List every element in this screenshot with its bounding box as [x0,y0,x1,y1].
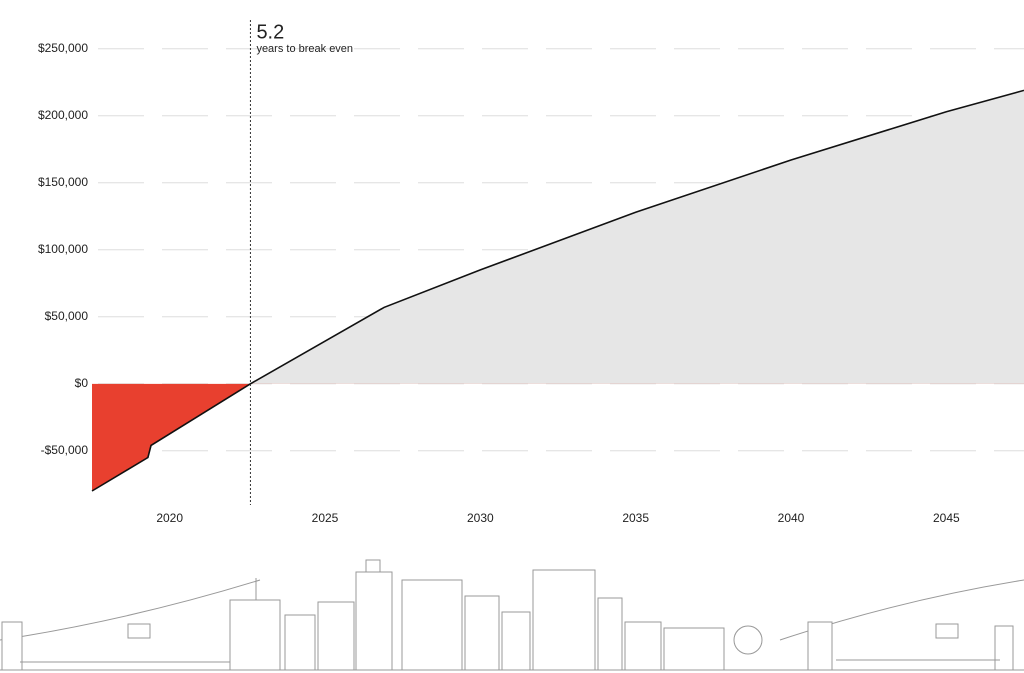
x-tick-label: 2045 [933,511,960,525]
negative-area [92,383,1024,491]
y-tick-label: $50,000 [45,309,89,323]
y-tick-label: $150,000 [38,175,88,189]
line [91,89,1024,492]
x-tick-label: 2025 [312,511,339,525]
y-tick-label: -$50,000 [41,443,89,457]
annotation-value: 5.2 [256,21,284,43]
x-tick-label: 2035 [622,511,649,525]
x-tick-label: 2020 [156,511,183,525]
y-tick-label: $200,000 [38,108,88,122]
x-tick-label: 2040 [778,511,805,525]
y-tick-label: $100,000 [38,242,88,256]
y-tick-label: $0 [75,376,89,390]
x-tick-label: 2030 [467,511,494,525]
y-tick-label: $250,000 [38,41,88,55]
annotation-text: years to break even [256,43,353,55]
skyline-illustration [0,559,1024,671]
positive-area [250,90,1024,384]
